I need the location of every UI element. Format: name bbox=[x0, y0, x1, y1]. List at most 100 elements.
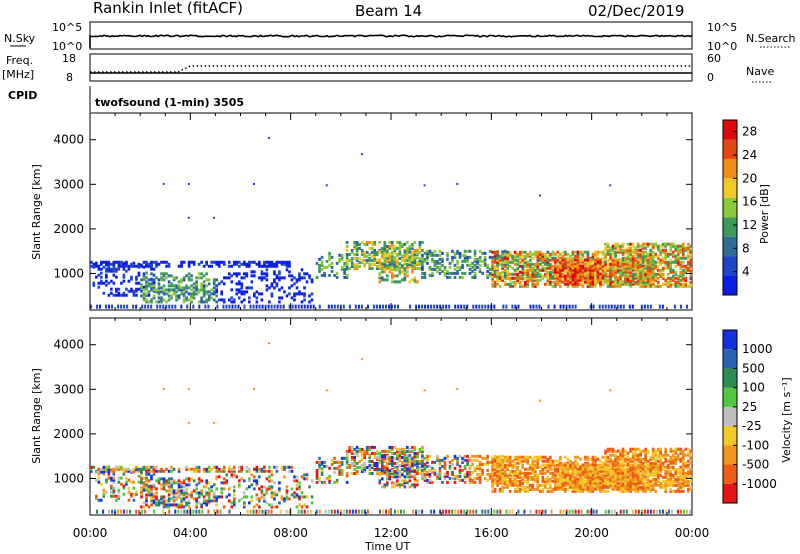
data-cell bbox=[285, 489, 289, 493]
data-cell bbox=[393, 445, 397, 449]
data-cell bbox=[228, 304, 231, 309]
data-cell bbox=[217, 475, 221, 479]
data-cell bbox=[551, 473, 555, 477]
data-cell bbox=[594, 270, 597, 274]
data-cell bbox=[391, 463, 394, 467]
data-cell bbox=[496, 282, 499, 286]
data-cell bbox=[396, 260, 399, 264]
data-cell bbox=[604, 509, 607, 514]
data-cell bbox=[461, 271, 464, 275]
data-cell bbox=[591, 254, 595, 258]
data-cell bbox=[685, 509, 688, 514]
data-cell bbox=[260, 489, 264, 493]
data-cell bbox=[283, 260, 286, 264]
data-cell bbox=[576, 266, 580, 270]
data-cell bbox=[513, 258, 517, 262]
data-cell bbox=[105, 304, 108, 309]
data-cell bbox=[491, 266, 494, 270]
data-cell bbox=[554, 487, 557, 491]
data-cell bbox=[601, 483, 605, 487]
data-cell bbox=[686, 260, 690, 264]
data-cell bbox=[135, 293, 138, 297]
data-cell bbox=[112, 494, 116, 498]
data-cell bbox=[398, 469, 402, 473]
data-cell bbox=[258, 505, 261, 509]
data-cell bbox=[216, 509, 219, 514]
data-cell bbox=[523, 258, 527, 262]
data-cell bbox=[586, 463, 590, 467]
data-cell bbox=[385, 461, 389, 465]
data-cell bbox=[385, 457, 389, 461]
data-cell bbox=[155, 491, 158, 495]
data-cell bbox=[461, 458, 464, 462]
data-cell bbox=[631, 280, 635, 284]
data-cell bbox=[599, 276, 602, 280]
data-cell bbox=[222, 505, 226, 509]
nsky-tick-bottom: 10^0 bbox=[52, 40, 82, 53]
data-cell bbox=[145, 288, 148, 292]
data-cell bbox=[621, 274, 625, 278]
data-cell bbox=[205, 260, 208, 264]
data-cell bbox=[295, 286, 299, 290]
data-cell bbox=[576, 282, 580, 286]
data-cell bbox=[92, 283, 96, 287]
data-cell bbox=[385, 260, 389, 264]
data-cell bbox=[335, 271, 339, 275]
data-cell bbox=[535, 509, 538, 514]
data-cell bbox=[110, 476, 113, 480]
data-cell bbox=[681, 282, 685, 286]
data-cell bbox=[586, 481, 590, 485]
data-cell bbox=[566, 256, 570, 260]
data-cell bbox=[641, 280, 645, 284]
data-cell bbox=[373, 467, 377, 471]
data-cell bbox=[142, 265, 146, 269]
data-cell bbox=[339, 509, 342, 514]
data-cell bbox=[461, 468, 464, 472]
data-cell bbox=[373, 252, 377, 256]
data-cell bbox=[295, 280, 299, 284]
data-cell bbox=[230, 300, 234, 304]
data-cell bbox=[383, 278, 387, 282]
data-cell bbox=[380, 457, 384, 461]
data-cell bbox=[508, 264, 512, 268]
data-cell bbox=[426, 456, 429, 460]
data-cell bbox=[689, 246, 693, 250]
data-cell bbox=[679, 256, 683, 260]
data-cell bbox=[112, 488, 116, 492]
data-cell bbox=[606, 258, 610, 262]
data-cell bbox=[330, 462, 334, 466]
data-cell bbox=[616, 469, 620, 473]
data-cell bbox=[496, 276, 499, 280]
data-cell bbox=[144, 304, 147, 309]
data-cell bbox=[150, 267, 153, 271]
data-cell bbox=[100, 281, 103, 285]
data-cell bbox=[486, 275, 489, 279]
data-cell bbox=[491, 278, 494, 282]
data-cell bbox=[328, 253, 331, 257]
data-cell bbox=[599, 485, 602, 489]
data-cell bbox=[343, 263, 346, 267]
data-cell bbox=[518, 274, 522, 278]
data-cell bbox=[681, 248, 685, 252]
data-cell bbox=[643, 509, 646, 514]
data-cell bbox=[197, 493, 201, 497]
data-cell bbox=[237, 280, 241, 284]
data-cell bbox=[152, 281, 156, 285]
data-cell bbox=[589, 266, 592, 270]
data-cell bbox=[621, 270, 625, 274]
data-cell bbox=[531, 463, 535, 467]
data-cell bbox=[564, 463, 567, 467]
data-cell bbox=[222, 260, 226, 264]
data-cell bbox=[219, 509, 222, 514]
data-cell bbox=[350, 451, 354, 455]
data-cell bbox=[297, 509, 300, 514]
data-cell bbox=[388, 262, 392, 266]
data-cell bbox=[549, 477, 552, 481]
data-cell bbox=[439, 509, 442, 514]
data-cell bbox=[594, 481, 597, 485]
data-cell bbox=[586, 278, 590, 282]
data-cell bbox=[426, 460, 429, 464]
data-cell bbox=[488, 255, 492, 259]
data-cell bbox=[461, 460, 464, 464]
data-cell bbox=[112, 472, 116, 476]
